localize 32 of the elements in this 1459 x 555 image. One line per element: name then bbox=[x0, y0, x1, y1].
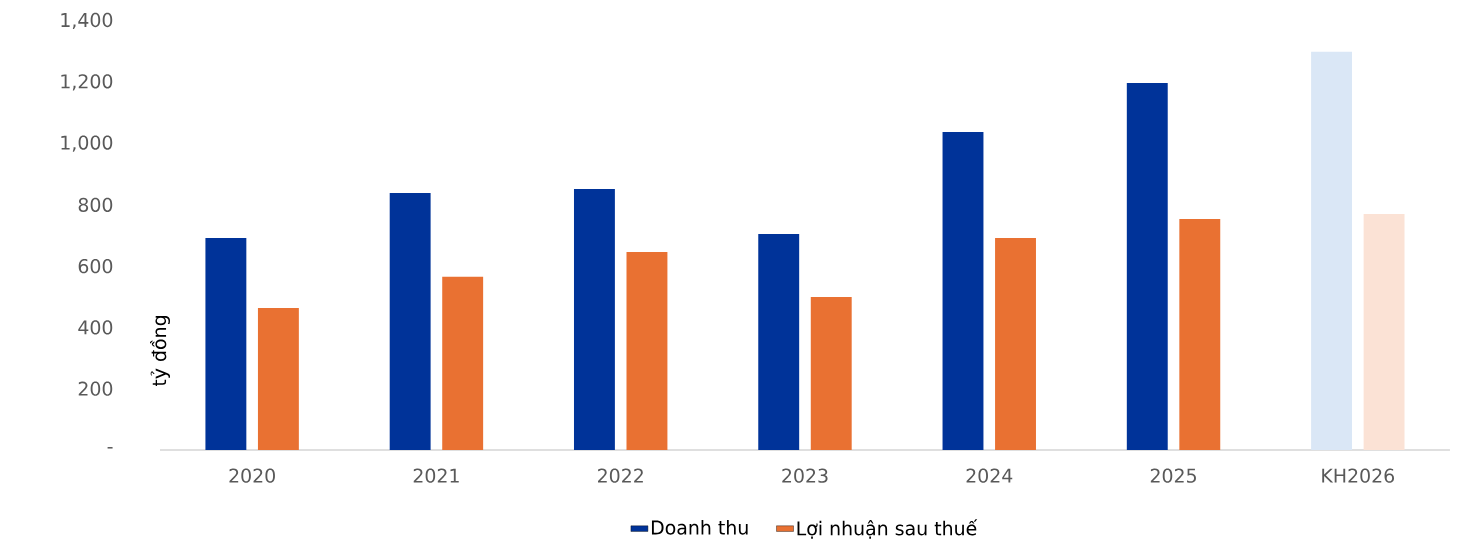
x-tick-label: 2024 bbox=[966, 468, 1013, 483]
bar bbox=[995, 237, 1036, 450]
y-tick-label: 200 bbox=[78, 381, 113, 396]
y-tick-label: 800 bbox=[78, 197, 113, 213]
bar bbox=[758, 233, 800, 450]
x-tick-label: 2023 bbox=[782, 468, 828, 483]
y-axis-title: tỷ đồng bbox=[150, 316, 170, 387]
x-tick-label: 2025 bbox=[1150, 468, 1196, 483]
y-tick-label: - bbox=[107, 447, 113, 449]
legend-label: Doanh thu bbox=[651, 520, 748, 535]
y-tick-label: 600 bbox=[78, 258, 113, 274]
bar bbox=[1311, 51, 1352, 450]
bar bbox=[1363, 214, 1405, 450]
x-tick-label: 2020 bbox=[229, 468, 275, 483]
x-tick-label: 2021 bbox=[413, 468, 459, 483]
bar bbox=[626, 252, 668, 450]
x-tick-label: 2022 bbox=[598, 468, 643, 483]
legend-label: Lợi nhuận sau thuế bbox=[797, 519, 978, 539]
bar bbox=[573, 188, 615, 450]
y-tick-label: 1,200 bbox=[61, 74, 113, 91]
bar bbox=[205, 237, 247, 450]
bar bbox=[810, 297, 852, 450]
bar bbox=[1179, 218, 1221, 450]
bar bbox=[257, 308, 299, 450]
bar bbox=[1126, 82, 1168, 450]
y-tick-label: 1,000 bbox=[61, 135, 113, 152]
y-tick-label: 1,400 bbox=[61, 12, 113, 30]
bar bbox=[442, 276, 484, 450]
x-tick-label: KH2026 bbox=[1322, 468, 1395, 483]
bar bbox=[942, 131, 984, 450]
bar bbox=[389, 192, 431, 450]
y-tick-label: 400 bbox=[78, 320, 113, 335]
